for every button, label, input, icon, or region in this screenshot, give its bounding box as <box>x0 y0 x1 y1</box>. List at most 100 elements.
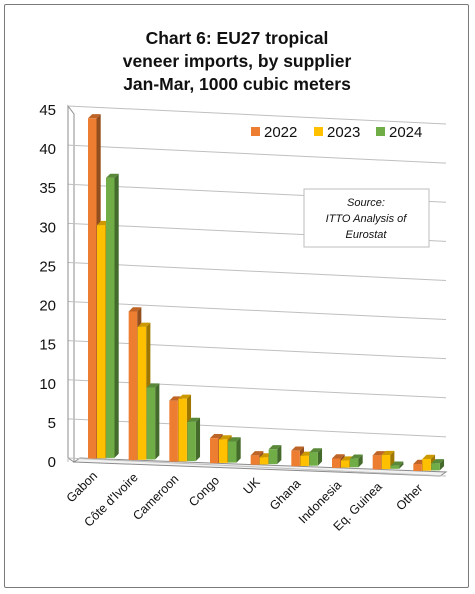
bar-front <box>413 463 422 471</box>
bar-front <box>169 400 178 462</box>
bar-top <box>88 114 101 119</box>
bar-front <box>187 421 196 462</box>
legend: 2022 2023 2024 <box>251 124 422 141</box>
source-note-line-1: Source: <box>347 197 385 209</box>
bar-top <box>291 446 305 451</box>
bar <box>431 459 445 471</box>
source-note-line-3: Eurostat <box>346 229 388 241</box>
bar-side <box>236 437 241 463</box>
bar <box>309 448 323 466</box>
gridline <box>67 340 447 360</box>
legend-swatch <box>314 127 323 136</box>
bar-top <box>332 454 345 459</box>
bar-top <box>137 322 151 327</box>
bar-top <box>210 433 223 439</box>
y-tick-label: 0 <box>48 454 56 471</box>
bar <box>187 417 201 462</box>
bar-side <box>358 454 363 468</box>
gridline <box>67 105 447 125</box>
bar <box>381 450 395 470</box>
source-note-box <box>303 188 430 248</box>
bar-top <box>309 448 323 453</box>
bar-front <box>146 387 156 460</box>
gridline <box>67 379 447 399</box>
category-label: Congo <box>186 473 222 509</box>
bar-front <box>106 177 115 458</box>
legend-swatch <box>376 127 385 136</box>
bar-front <box>259 457 269 465</box>
bar-top <box>422 454 436 459</box>
bar-top <box>250 451 264 456</box>
source-note: Source: ITTO Analysis of Eurostat <box>303 188 430 248</box>
bar-side <box>439 459 445 471</box>
bar-front <box>88 118 97 459</box>
bar-top <box>187 417 201 422</box>
y-tick-label: 40 <box>39 141 56 158</box>
bar-side <box>114 173 119 458</box>
bar-top <box>128 307 142 312</box>
gridlines <box>67 105 447 477</box>
bar-front <box>381 455 391 470</box>
bars <box>88 114 445 471</box>
bar-top <box>106 173 119 178</box>
y-tick-label: 45 <box>39 102 56 119</box>
bar-front <box>97 225 106 459</box>
bar-top <box>146 383 160 388</box>
bar-front <box>268 449 278 465</box>
bar-front <box>372 455 382 470</box>
side-wall <box>67 104 75 463</box>
bar-front <box>219 439 228 463</box>
bar-front <box>228 441 237 463</box>
bar-front <box>250 455 260 465</box>
bar-side <box>195 417 201 462</box>
category-label: Ghana <box>267 477 303 513</box>
legend-label: 2023 <box>327 124 360 141</box>
gridline <box>67 418 447 438</box>
chart-title: Chart 6: EU27 tropical veneer imports, b… <box>123 28 352 94</box>
y-tick-label: 15 <box>39 337 56 354</box>
bar-side <box>399 461 404 469</box>
bar-front <box>178 398 187 462</box>
bar-top <box>268 445 282 450</box>
bar-top <box>350 454 363 459</box>
y-tick-label: 20 <box>39 298 56 315</box>
bar-top <box>431 459 445 464</box>
legend-swatch <box>251 127 260 136</box>
bar <box>228 437 241 463</box>
bar-top <box>219 435 232 440</box>
y-tick-label: 5 <box>48 415 56 432</box>
bar-front <box>300 455 309 467</box>
bar-front <box>332 458 341 468</box>
bar-top <box>178 394 192 399</box>
title-line-3: Jan-Mar, 1000 cubic meters <box>123 74 351 94</box>
bar-front <box>390 465 400 469</box>
bar-front <box>210 438 219 464</box>
gridline <box>67 301 447 321</box>
bar <box>146 383 160 460</box>
legend-label: 2024 <box>389 124 422 141</box>
bar-front <box>128 311 138 461</box>
legend-label: 2022 <box>264 124 297 141</box>
y-tick-label: 25 <box>39 258 56 275</box>
chart-frame <box>4 4 469 588</box>
bar-front <box>431 463 440 471</box>
chart-walls <box>67 104 448 477</box>
y-tick-label: 35 <box>39 180 56 197</box>
category-label: Other <box>393 481 425 513</box>
y-tick-label: 10 <box>39 376 56 393</box>
category-label: UK <box>241 475 264 498</box>
bar-top <box>372 451 386 456</box>
y-axis-ticks: 0 5 10 15 20 25 30 35 40 45 <box>39 102 56 471</box>
bar-side <box>317 448 323 466</box>
bar-side <box>155 383 160 460</box>
bar <box>268 445 282 465</box>
gridline <box>67 261 447 281</box>
bar <box>390 461 404 469</box>
bar-front <box>350 458 359 468</box>
gridline <box>67 144 447 164</box>
bar-side <box>277 445 282 465</box>
bar <box>106 173 119 458</box>
source-note-line-2: ITTO Analysis of <box>326 213 408 225</box>
